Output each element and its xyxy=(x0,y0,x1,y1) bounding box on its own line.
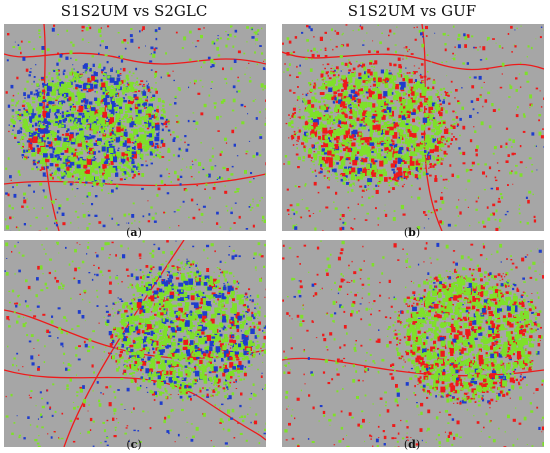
map-panel-a xyxy=(4,24,266,231)
panel-label-a: (a) xyxy=(126,226,142,239)
panel-label-d: (d) xyxy=(403,438,421,451)
panel-label-c: (c) xyxy=(126,438,142,451)
map-panel-d xyxy=(282,240,544,447)
map-panel-b xyxy=(282,24,544,231)
panel-label-b: (b) xyxy=(403,226,421,239)
map-panel-c xyxy=(4,240,266,447)
column-title-right: S1S2UM vs GUF xyxy=(347,2,477,20)
column-title-left: S1S2UM vs S2GLC xyxy=(60,2,208,20)
